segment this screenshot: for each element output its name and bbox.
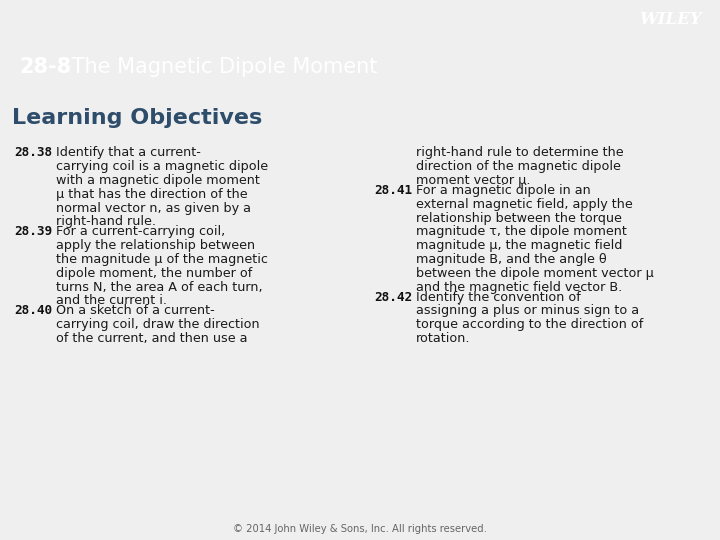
Text: carrying coil is a magnetic dipole: carrying coil is a magnetic dipole [56,160,268,173]
Text: Identify the convention of: Identify the convention of [416,291,581,303]
Text: 28.39: 28.39 [14,225,52,239]
Text: 28.41: 28.41 [374,184,412,197]
Text: external magnetic field, apply the: external magnetic field, apply the [416,198,633,211]
Text: dipole moment, the number of: dipole moment, the number of [56,267,252,280]
Text: right-hand rule.: right-hand rule. [56,215,156,228]
Text: of the current, and then use a: of the current, and then use a [56,332,248,345]
Text: assigning a plus or minus sign to a: assigning a plus or minus sign to a [416,305,639,318]
Text: μ that has the direction of the: μ that has the direction of the [56,188,248,201]
Text: and the magnetic field vector B.: and the magnetic field vector B. [416,281,622,294]
Text: 28-8: 28-8 [19,57,71,77]
Text: Identify that a current-: Identify that a current- [56,146,201,159]
Text: normal vector n, as given by a: normal vector n, as given by a [56,201,251,214]
Text: On a sketch of a current-: On a sketch of a current- [56,305,215,318]
Text: For a current-carrying coil,: For a current-carrying coil, [56,225,225,239]
Text: the magnitude μ of the magnetic: the magnitude μ of the magnetic [56,253,268,266]
Text: moment vector μ.: moment vector μ. [416,174,531,187]
Text: with a magnetic dipole moment: with a magnetic dipole moment [56,174,260,187]
Text: relationship between the torque: relationship between the torque [416,212,622,225]
Text: magnitude τ, the dipole moment: magnitude τ, the dipole moment [416,225,627,239]
Text: between the dipole moment vector μ: between the dipole moment vector μ [416,267,654,280]
Text: turns N, the area A of each turn,: turns N, the area A of each turn, [56,281,263,294]
Text: magnitude B, and the angle θ: magnitude B, and the angle θ [416,253,607,266]
Text: rotation.: rotation. [416,332,470,345]
Text: For a magnetic dipole in an: For a magnetic dipole in an [416,184,590,197]
Text: direction of the magnetic dipole: direction of the magnetic dipole [416,160,621,173]
Text: WILEY: WILEY [639,11,702,28]
Text: © 2014 John Wiley & Sons, Inc. All rights reserved.: © 2014 John Wiley & Sons, Inc. All right… [233,524,487,534]
Text: 28.38: 28.38 [14,146,52,159]
Text: The Magnetic Dipole Moment: The Magnetic Dipole Moment [65,57,377,77]
Text: torque according to the direction of: torque according to the direction of [416,318,643,331]
Text: right-hand rule to determine the: right-hand rule to determine the [416,146,624,159]
Text: 28.40: 28.40 [14,305,52,318]
Text: magnitude μ, the magnetic field: magnitude μ, the magnetic field [416,239,622,252]
Text: apply the relationship between: apply the relationship between [56,239,255,252]
Text: carrying coil, draw the direction: carrying coil, draw the direction [56,318,260,331]
Text: 28.42: 28.42 [374,291,412,303]
Text: and the current i.: and the current i. [56,294,167,307]
Text: Learning Objectives: Learning Objectives [12,109,262,129]
